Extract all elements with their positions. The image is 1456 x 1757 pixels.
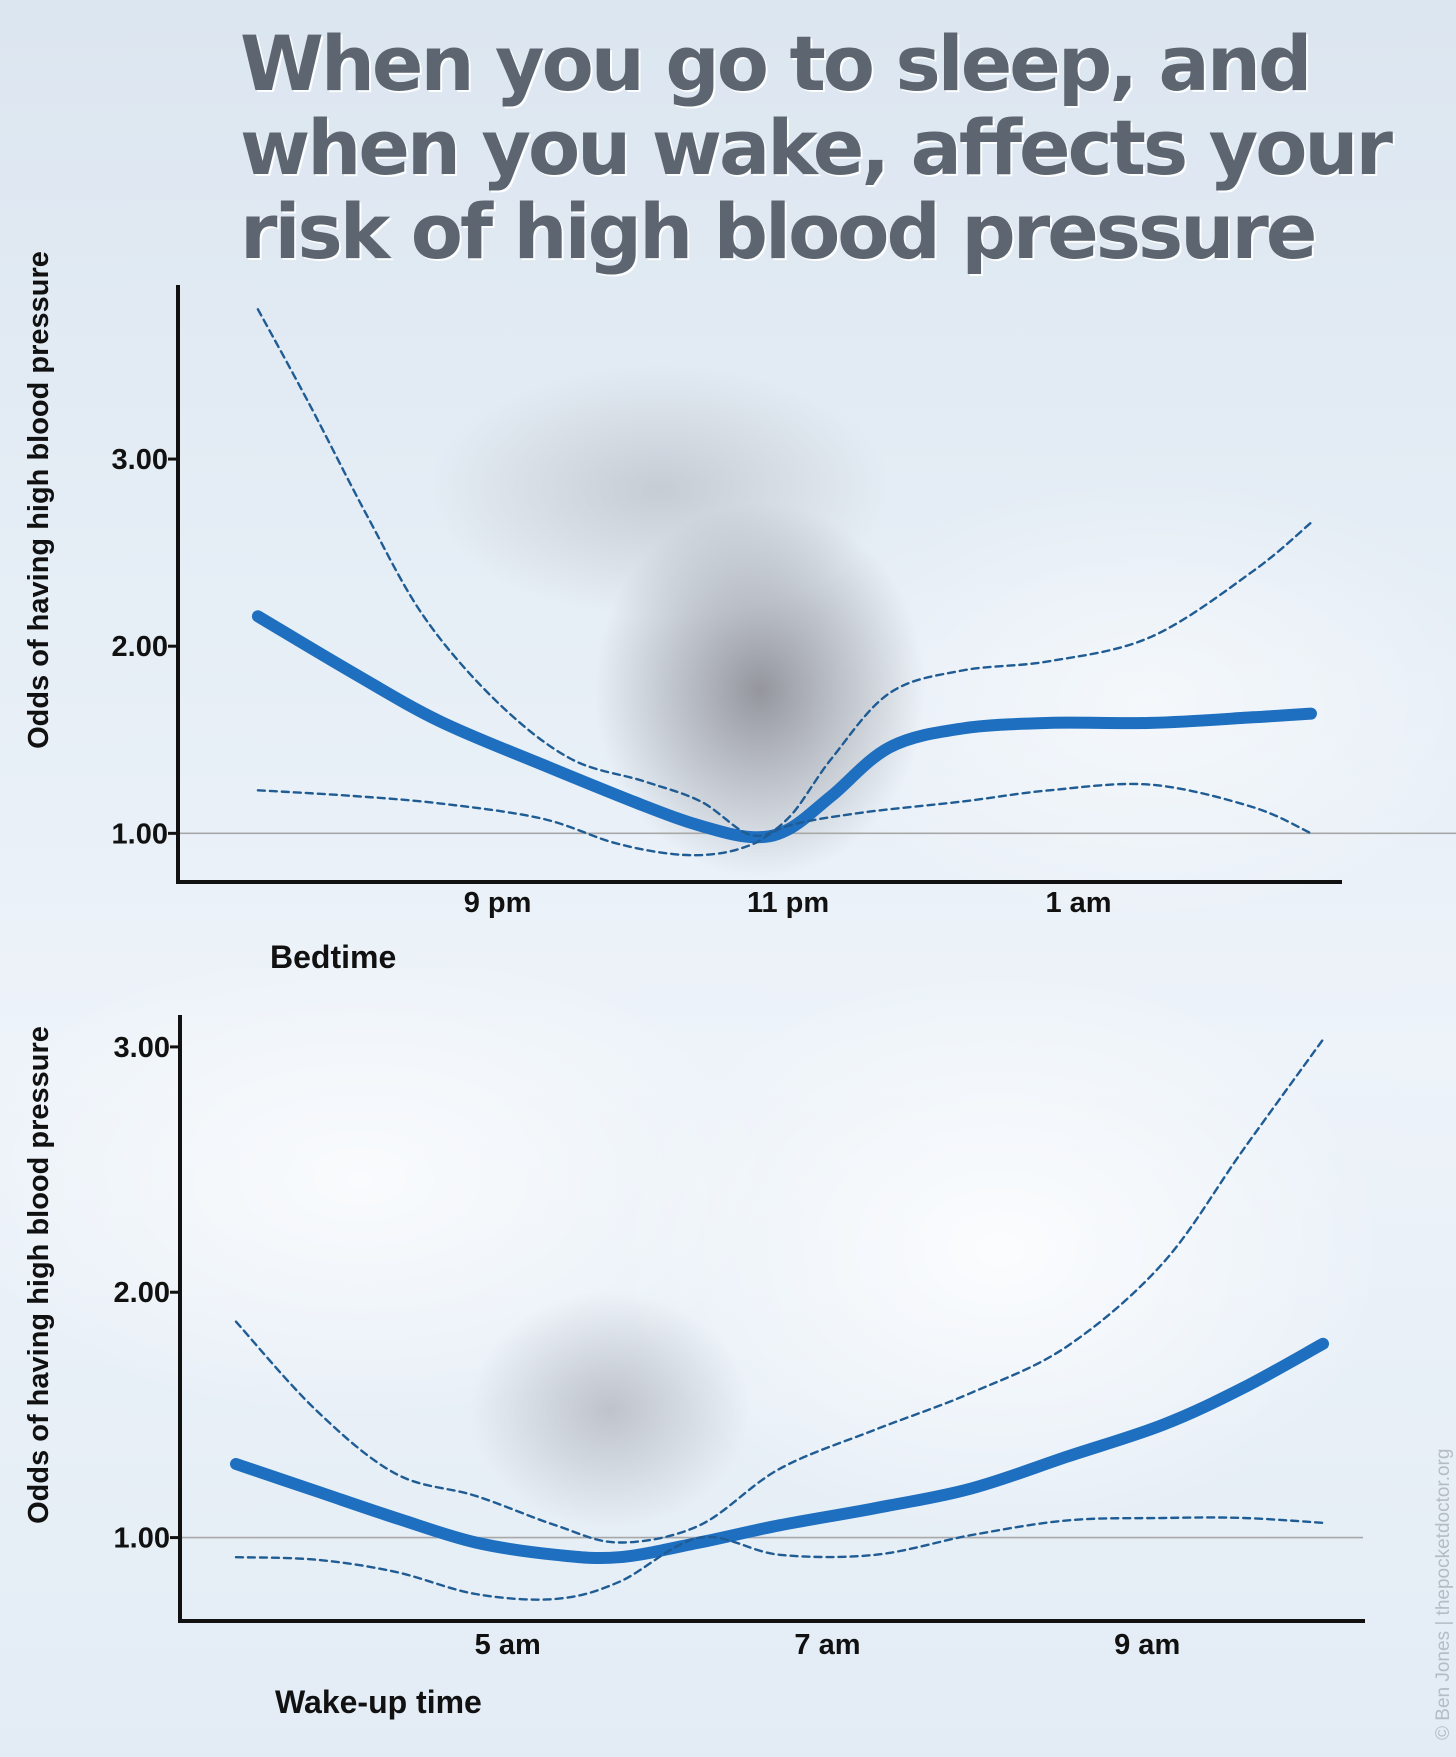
estimate-line xyxy=(251,610,1317,844)
x-tick-label: 1 am xyxy=(1045,887,1111,919)
x-tick-label: 11 pm xyxy=(747,887,829,919)
x-axis-title: Wake-up time xyxy=(275,1684,482,1720)
y-tick-label: 2.00 xyxy=(114,1277,170,1309)
y-tick-label: 1.00 xyxy=(114,1523,170,1555)
y-axis-title: Odds of having high blood pressure xyxy=(23,251,55,749)
x-tick-label: 9 am xyxy=(1114,1629,1180,1661)
y-tick-label: 1.00 xyxy=(112,818,168,850)
ci-lower-line xyxy=(256,782,1313,857)
ci-upper-line xyxy=(256,308,1313,838)
y-tick-label: 2.00 xyxy=(112,631,168,663)
y-axis-title: Odds of having high blood pressure xyxy=(23,1026,55,1524)
y-tick-label: 3.00 xyxy=(112,444,168,476)
y-tick-label: 3.00 xyxy=(114,1032,170,1064)
ci-lower-line xyxy=(234,1516,1325,1601)
x-tick-label: 7 am xyxy=(794,1629,860,1661)
x-tick-label: 5 am xyxy=(475,1629,541,1661)
ci-upper-line xyxy=(234,1038,1325,1544)
x-axis-title: Bedtime xyxy=(270,939,396,975)
bedtime-chart: Odds of having high blood pressure 1.00 2… xyxy=(23,251,1456,975)
page-title: When you go to sleep, and when you wake,… xyxy=(240,19,1393,276)
estimate-line xyxy=(230,1337,1329,1565)
x-tick-label: 9 pm xyxy=(464,887,532,919)
credit-text: © Ben Jones | thepocketdoctor.org xyxy=(1433,1448,1454,1740)
wakeup-chart: Odds of having high blood pressure 1.00 2… xyxy=(23,1015,1365,1720)
